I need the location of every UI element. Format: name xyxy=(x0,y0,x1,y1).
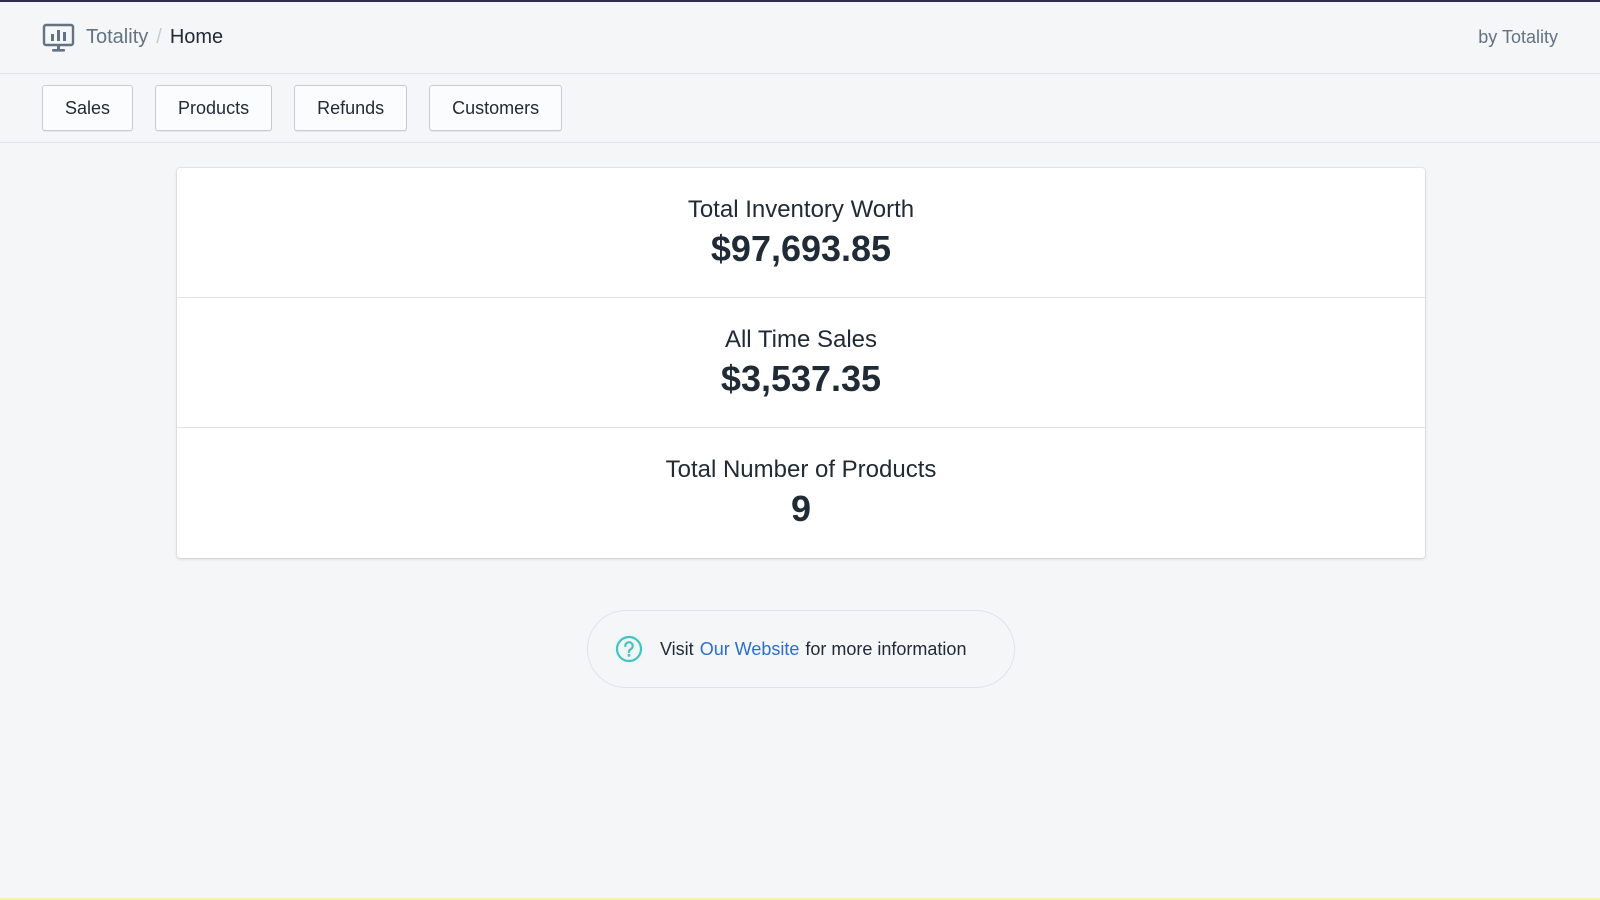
nav-buttons: Sales Products Refunds Customers xyxy=(0,74,1600,143)
refunds-button[interactable]: Refunds xyxy=(294,85,408,131)
breadcrumb-app-link[interactable]: Totality xyxy=(86,26,149,48)
stat-label: All Time Sales xyxy=(724,325,878,353)
breadcrumb-separator: / xyxy=(156,26,162,48)
footer-help: Visit Our Website for more information xyxy=(587,610,1015,688)
question-circle-icon xyxy=(612,632,646,666)
website-link[interactable]: Our Website xyxy=(699,638,800,659)
sales-button[interactable]: Sales xyxy=(42,85,134,131)
stat-all-time-sales: All Time Sales $3,537.35 xyxy=(177,298,1425,428)
top-accent-rule xyxy=(0,0,1600,2)
top-bar: Totality / Home by Totality xyxy=(0,2,1600,74)
dashboard-icon xyxy=(42,23,75,53)
footer-prefix: Visit xyxy=(660,638,694,659)
bottom-accent-rule xyxy=(0,898,1600,900)
customers-button[interactable]: Customers xyxy=(429,85,563,131)
stat-inventory-worth: Total Inventory Worth $97,693.85 xyxy=(177,168,1425,298)
page-title: Home xyxy=(169,26,224,48)
stat-value: $3,537.35 xyxy=(720,357,882,399)
byline: by Totality xyxy=(1478,27,1558,47)
products-button[interactable]: Products xyxy=(155,85,273,131)
stats-card: Total Inventory Worth $97,693.85 All Tim… xyxy=(177,168,1425,558)
stat-label: Total Number of Products xyxy=(665,456,937,483)
stat-value: $97,693.85 xyxy=(710,227,892,269)
breadcrumb: Totality / Home xyxy=(42,23,223,53)
stat-value: 9 xyxy=(790,488,812,529)
stat-label: Total Inventory Worth xyxy=(687,195,915,223)
stat-product-count: Total Number of Products 9 xyxy=(177,428,1425,558)
footer-suffix: for more information xyxy=(805,638,967,659)
